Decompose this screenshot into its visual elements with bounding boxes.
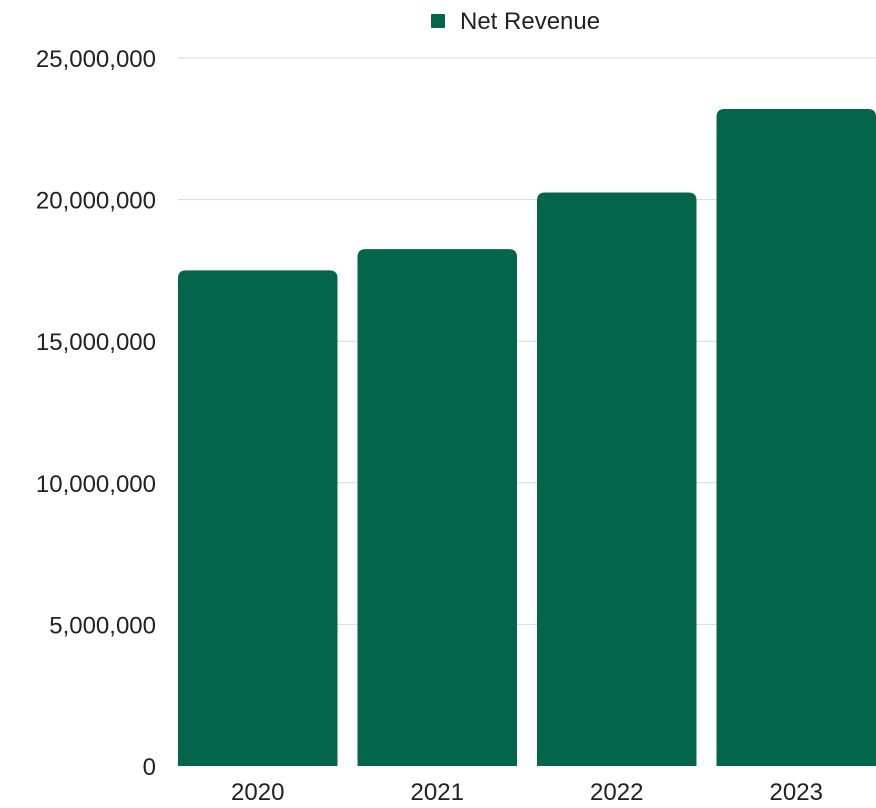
- legend-label-net-revenue: Net Revenue: [460, 8, 600, 35]
- x-tick-label: 2021: [411, 779, 464, 806]
- y-tick-label: 5,000,000: [49, 612, 156, 639]
- bar-2020: [178, 270, 338, 766]
- y-tick-label: 10,000,000: [36, 471, 156, 498]
- bar-2023: [716, 108, 876, 766]
- x-axis: 2020 2021 2022 2023: [231, 779, 823, 806]
- x-tick-label: 2022: [590, 779, 643, 806]
- y-tick-label: 20,000,000: [36, 188, 156, 215]
- y-tick-label: 15,000,000: [36, 329, 156, 356]
- x-tick-label: 2020: [231, 779, 284, 806]
- y-axis: 0 5,000,000 10,000,000 15,000,000 20,000,000…: [36, 46, 156, 781]
- bar-2022: [537, 192, 697, 766]
- y-tick-label: 0: [143, 754, 156, 781]
- x-tick-label: 2023: [770, 779, 823, 806]
- bars: [178, 108, 876, 766]
- legend: Net Revenue: [431, 8, 600, 35]
- bar-2021: [357, 249, 517, 766]
- legend-swatch-net-revenue: [431, 14, 445, 28]
- y-tick-label: 25,000,000: [36, 46, 156, 73]
